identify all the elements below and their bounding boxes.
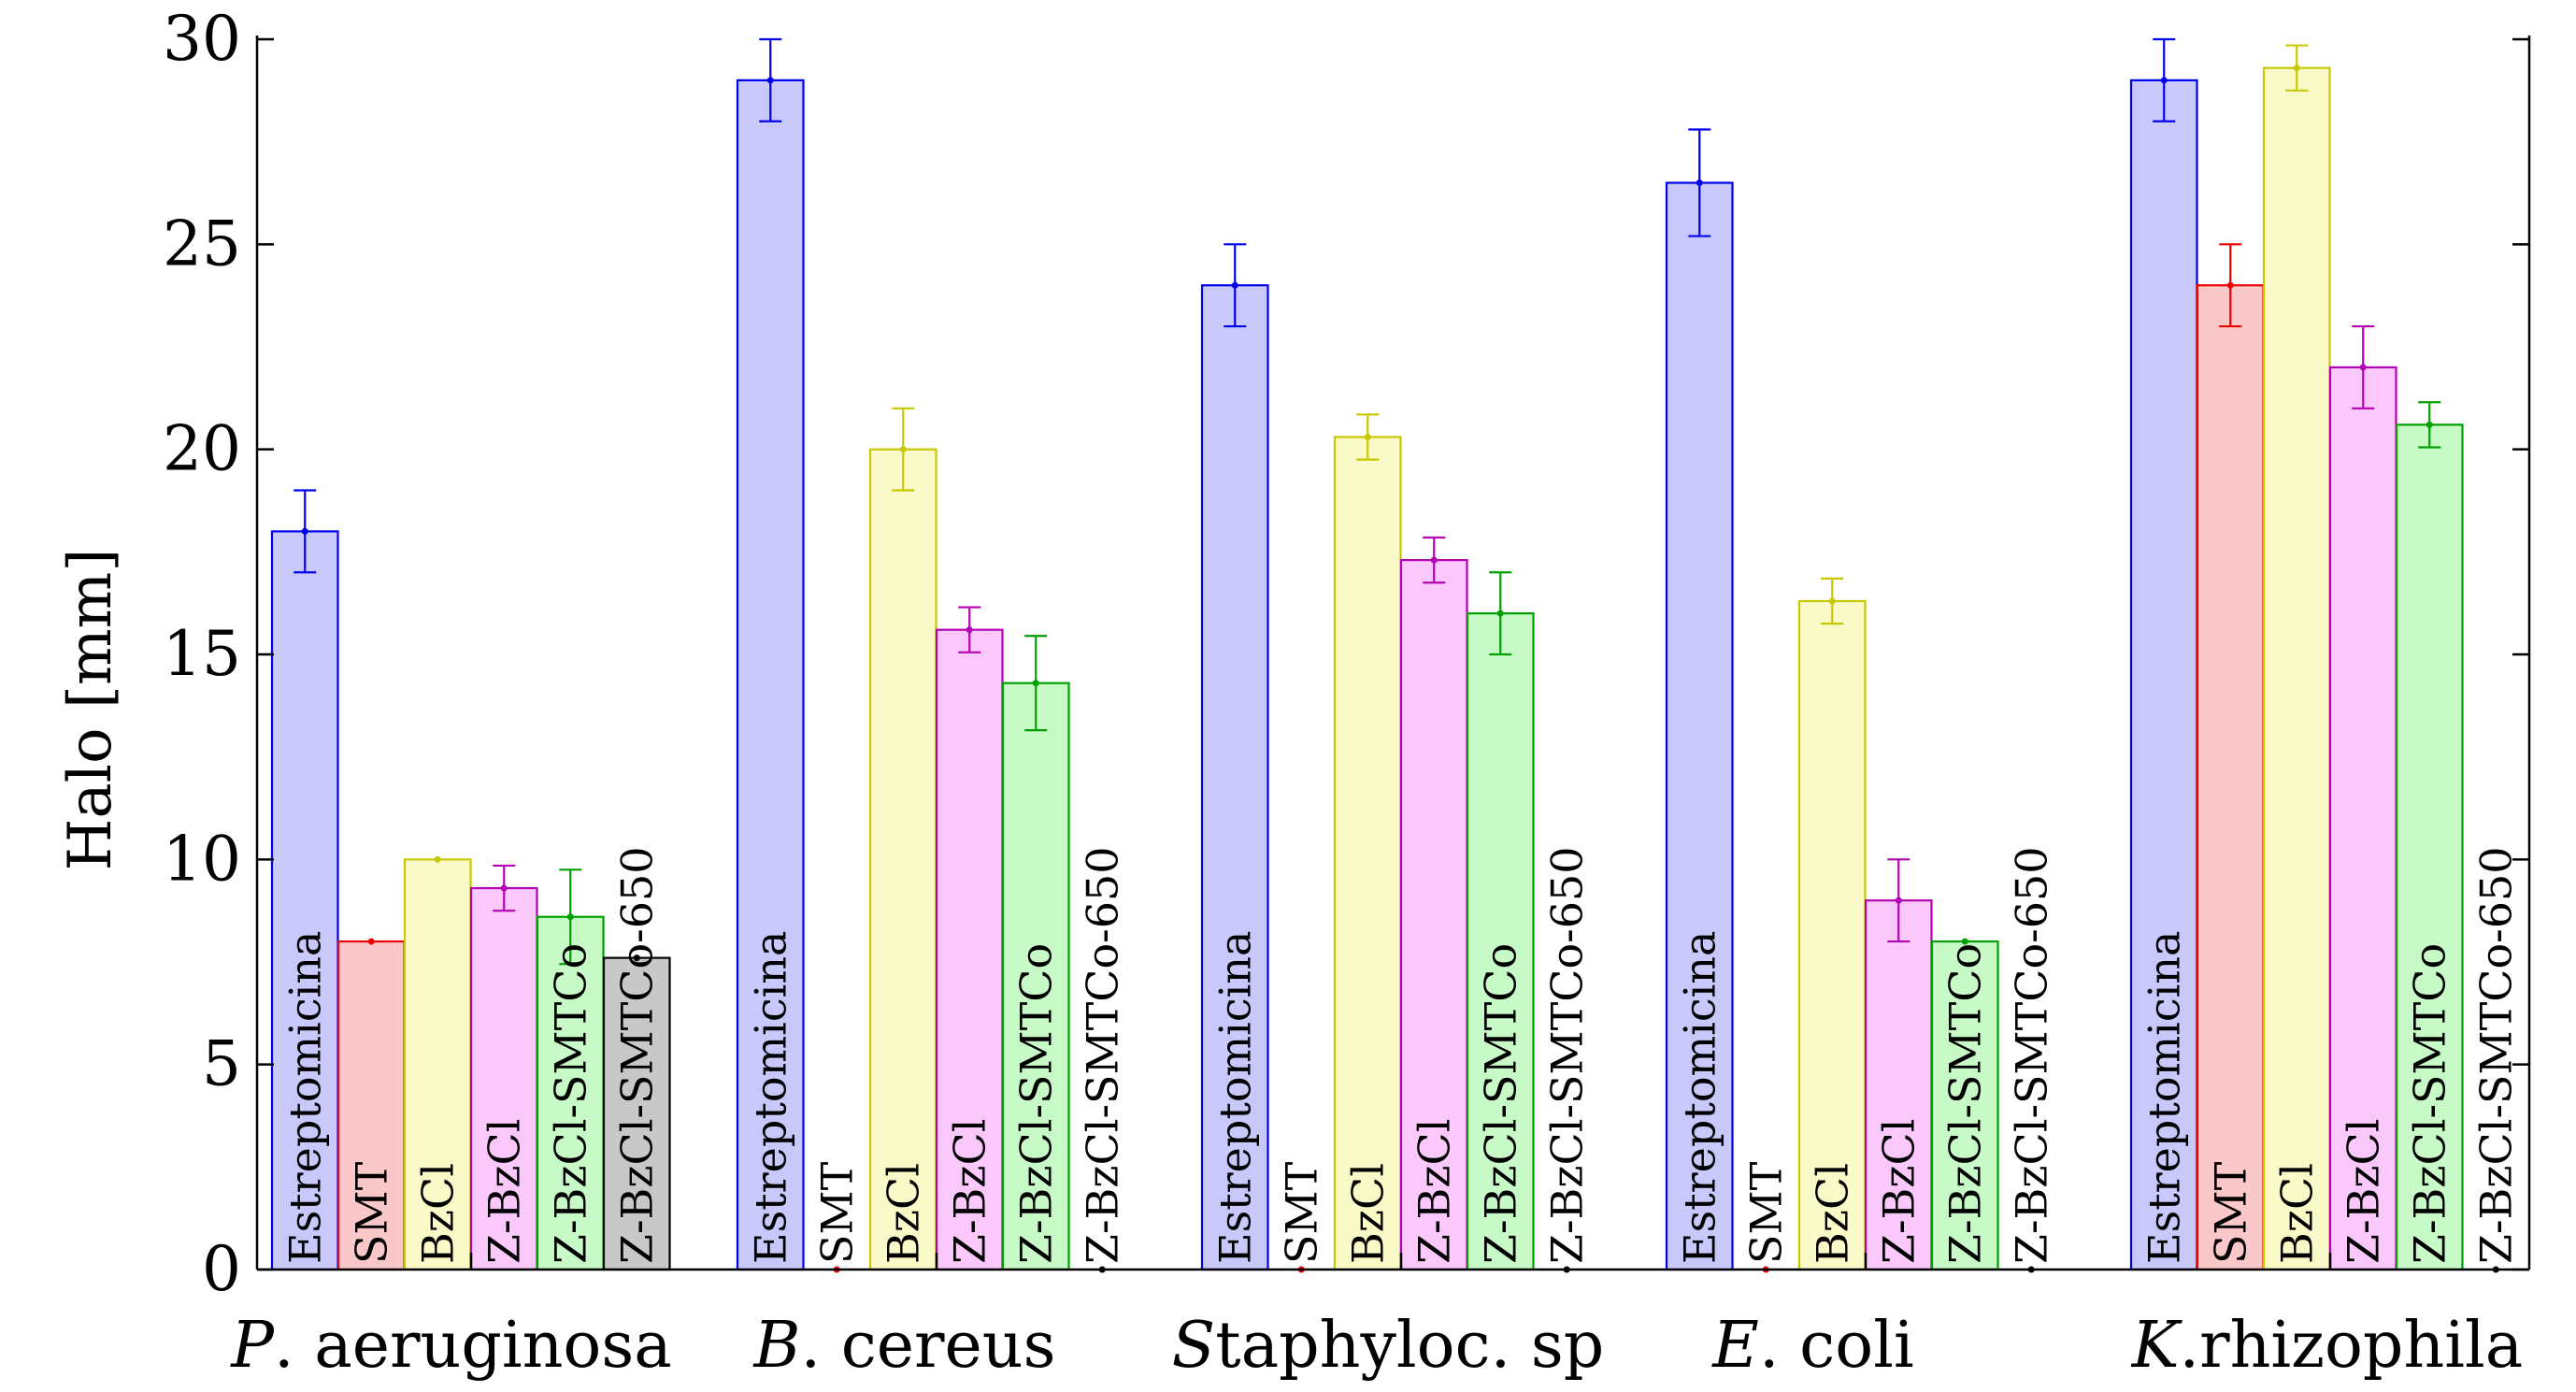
bar-label: Estreptomicina: [2139, 931, 2189, 1264]
bar-label: Estreptomicina: [745, 931, 795, 1264]
bar-label: SMT: [1740, 1161, 1791, 1264]
x-tick-label: P. aeruginosa: [229, 1309, 672, 1383]
bar-value-marker: [434, 855, 441, 863]
x-tick-label-italic: E: [1710, 1309, 1759, 1383]
bar: [602, 956, 671, 1271]
bar-value-marker: [633, 954, 640, 962]
bar: [736, 79, 805, 1271]
bars-layer: [270, 66, 2464, 1271]
bar-label: Estreptomicina: [279, 931, 330, 1264]
bar-label: BzCl: [1807, 1163, 1857, 1264]
y-tick-label: 30: [163, 3, 241, 75]
x-tick-label-italic: S: [1172, 1309, 1216, 1383]
bar-label: Z-BzCl: [1409, 1119, 1459, 1264]
bar-label: BzCl: [878, 1163, 928, 1264]
bar-label: BzCl: [2271, 1163, 2322, 1264]
bar: [1930, 940, 1999, 1271]
x-tick-label-italic: P: [229, 1309, 275, 1383]
bar-label: Z-BzCl-SMTCo-650: [2006, 846, 2056, 1264]
bar-label: Z-BzCl-SMTCo: [1475, 943, 1525, 1264]
bar-label: Z-BzCl-SMTCo: [1939, 943, 1990, 1264]
x-tick-label: Staphyloc. sp: [1172, 1309, 1605, 1383]
bar-label: Estreptomicina: [1209, 931, 1260, 1264]
x-tick-label: B. cereus: [752, 1309, 1056, 1383]
y-tick-label: 10: [163, 823, 241, 895]
bar-label: Z-BzCl-SMTCo: [545, 943, 595, 1264]
x-tick-label-rest: taphyloc. sp: [1215, 1309, 1604, 1383]
bar-label: Z-BzCl-SMTCo-650: [2470, 846, 2521, 1264]
bar-label: Z-BzCl: [2338, 1119, 2388, 1264]
bar: [1797, 599, 1867, 1271]
bar-label: Z-BzCl-SMTCo-650: [1077, 846, 1127, 1264]
x-tick-label: E. coli: [1710, 1309, 1913, 1383]
bar-value-marker: [367, 938, 375, 945]
bar-label: Estreptomicina: [1674, 931, 1724, 1264]
bar-value-marker: [1961, 938, 1968, 945]
x-tick-label-rest: . coli: [1759, 1309, 1914, 1383]
bar-label: Z-BzCl: [944, 1119, 995, 1264]
y-tick-label: 20: [163, 413, 241, 485]
bar-label: Z-BzCl-SMTCo: [2404, 943, 2454, 1264]
axes-layer: 0 5 10 15 20 25 30 P. aeruginosa B. cereus Staphy…: [163, 3, 2531, 1383]
bar: [2196, 284, 2265, 1271]
bar: [2262, 66, 2331, 1271]
bar: [1333, 436, 1402, 1271]
bar: [336, 940, 406, 1271]
y-tick-label: 25: [163, 208, 241, 280]
x-tick-label-rest: . aeruginosa: [274, 1309, 672, 1383]
bar: [2395, 423, 2464, 1271]
bar: [270, 530, 339, 1271]
bar-label: SMT: [811, 1161, 862, 1264]
bar-label: Z-BzCl-SMTCo-650: [611, 846, 662, 1264]
bar-label: BzCl: [412, 1163, 463, 1264]
bar-label: Z-BzCl-SMTCo-650: [1541, 846, 1592, 1264]
x-tick-label-rest: . cereus: [800, 1309, 1055, 1383]
bar: [1665, 181, 1734, 1271]
bar-label: BzCl: [1342, 1163, 1393, 1264]
x-tick-label-italic: K: [2130, 1309, 2183, 1383]
bar: [935, 628, 1004, 1271]
bar-label: Z-BzCl: [1873, 1119, 1924, 1264]
x-tick-label-italic: B: [752, 1309, 801, 1383]
x-tick-label-rest: .rhizophila: [2180, 1309, 2524, 1383]
y-tick-label: 15: [163, 618, 241, 690]
bar: [868, 448, 937, 1271]
y-axis-label: Halo [mm]: [56, 549, 125, 871]
bar-label: Z-BzCl-SMTCo: [1010, 943, 1061, 1264]
bar-label: SMT: [2205, 1161, 2255, 1264]
bar-labels-layer: Estreptomicina Estreptomicina Estreptomici…: [279, 846, 2521, 1264]
bar: [1466, 612, 1535, 1271]
bar-label: Z-BzCl: [479, 1119, 529, 1264]
y-tick-label: 0: [202, 1233, 241, 1305]
y-tick-label: 5: [202, 1028, 241, 1100]
x-tick-label: K.rhizophila: [2130, 1309, 2524, 1383]
bar-label: SMT: [1276, 1161, 1326, 1264]
bar-label: SMT: [346, 1161, 396, 1264]
error-bars-layer: [293, 37, 2499, 1273]
bar: [1864, 899, 1933, 1271]
